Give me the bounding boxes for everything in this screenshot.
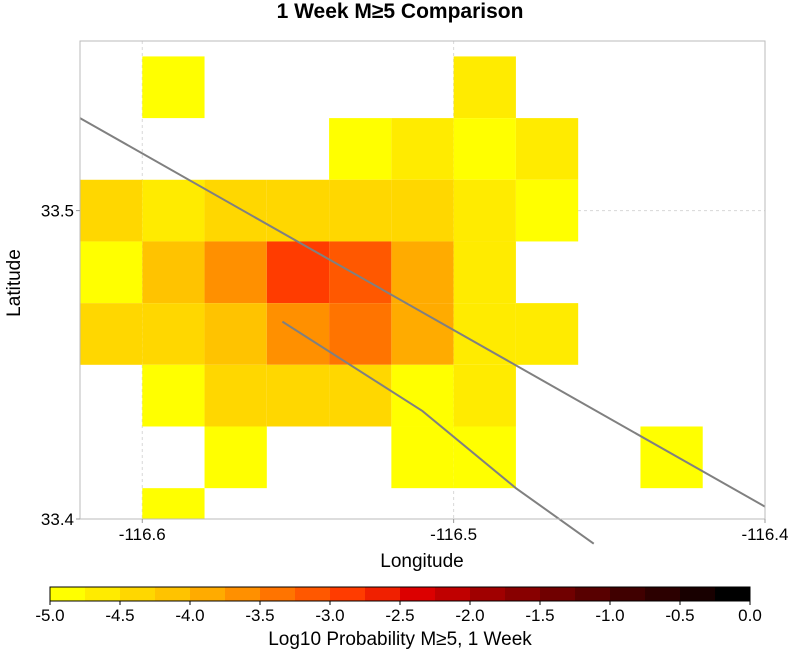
x-tick-label: -116.5	[430, 525, 477, 544]
chart-title: 1 Week M≥5 Comparison	[277, 0, 524, 23]
colorbar-swatch	[610, 587, 646, 601]
colorbar-swatch	[645, 587, 681, 601]
colorbar	[49, 586, 751, 602]
x-tick-label: -116.6	[119, 525, 166, 544]
heatmap-cell	[391, 118, 454, 180]
heatmap-cell	[515, 179, 579, 242]
colorbar-tick-label: -1.5	[525, 606, 554, 625]
heatmap-cell	[204, 241, 267, 304]
colorbar-swatch	[225, 587, 261, 601]
heatmap-cell	[142, 56, 205, 119]
colorbar-label: Log10 Probability M≥5, 1 Week	[268, 629, 532, 650]
colorbar-swatch	[295, 587, 331, 601]
heatmap-cell	[266, 241, 330, 304]
y-axis-label: Latitude	[4, 249, 25, 317]
heatmap-cell	[142, 179, 205, 242]
colorbar-swatch	[505, 587, 541, 601]
heatmap-cell	[453, 303, 516, 365]
heatmap-cell	[329, 303, 392, 365]
colorbar-tick-label: -3.5	[245, 606, 274, 625]
colorbar-ticks: -5.0 -4.5 -4.0 -3.5 -3.0 -2.5 -2.0 -1.5 -1.0 -0.5…	[35, 601, 762, 625]
colorbar-tick-label: -1.0	[595, 606, 624, 625]
heatmap-cell	[391, 426, 454, 489]
colorbar-tick-label: -3.0	[315, 606, 344, 625]
colorbar-swatch	[540, 587, 576, 601]
heatmap-cell	[329, 179, 392, 242]
heatmap-cell	[515, 118, 579, 180]
colorbar-swatch	[575, 587, 611, 601]
heatmap-cell	[453, 241, 516, 304]
heatmap-cell	[640, 426, 703, 489]
heatmap-cell	[266, 364, 330, 427]
x-axis-ticks: -116.6 -116.5 -116.4	[119, 519, 789, 544]
colorbar-swatch	[190, 587, 226, 601]
colorbar-swatch	[85, 587, 121, 601]
heatmap-cell	[453, 426, 516, 489]
colorbar-swatch	[680, 587, 716, 601]
heatmap-cell	[204, 179, 267, 242]
heatmap-cell	[453, 364, 516, 427]
plot-frame	[79, 40, 766, 520]
heatmap-cell	[391, 364, 454, 427]
heatmap-cell	[453, 179, 516, 242]
heatmap-cell	[80, 241, 143, 304]
x-tick-label: -116.4	[742, 525, 789, 544]
y-tick-label: 33.4	[41, 510, 74, 529]
heatmap-cell	[453, 118, 516, 180]
heatmap-cell	[329, 364, 392, 427]
colorbar-swatch	[260, 587, 296, 601]
colorbar-tick-label: -4.5	[105, 606, 134, 625]
y-tick-label: 33.5	[41, 202, 74, 221]
fault-line	[79, 117, 766, 508]
colorbar-swatch	[435, 587, 471, 601]
colorbar-swatch	[50, 587, 86, 601]
heatmap-cell	[80, 179, 143, 242]
heatmap-cell	[266, 303, 330, 365]
heatmap-cell	[391, 179, 454, 242]
colorbar-tick-label: -2.5	[385, 606, 414, 625]
heatmap-cell	[142, 488, 205, 519]
colorbar-swatch	[470, 587, 506, 601]
plot-area	[79, 40, 766, 545]
heatmap-cell	[329, 241, 392, 304]
heatmap-cell	[329, 118, 392, 180]
colorbar-tick-label: 0.0	[738, 606, 762, 625]
heatmap-cell	[142, 364, 205, 427]
heatmap-cells	[80, 56, 703, 519]
fault-traces	[79, 117, 766, 545]
heatmap-cell	[142, 303, 205, 365]
colorbar-tick-label: -0.5	[665, 606, 694, 625]
heatmap-cell	[204, 426, 267, 489]
colorbar-swatch	[330, 587, 366, 601]
colorbar-tick-label: -2.0	[455, 606, 484, 625]
colorbar-tick-label: -4.0	[175, 606, 204, 625]
heatmap-cell	[142, 241, 205, 304]
x-axis-label: Longitude	[380, 551, 463, 572]
colorbar-swatch	[155, 587, 191, 601]
heatmap-cell	[80, 303, 143, 365]
heatmap-cell	[204, 364, 267, 427]
heatmap-cell	[204, 303, 267, 365]
colorbar-swatch	[715, 587, 751, 601]
heatmap-cell	[515, 303, 579, 365]
heatmap-cell	[266, 179, 330, 242]
heatmap-cell	[453, 56, 516, 119]
colorbar-tick-label: -5.0	[35, 606, 64, 625]
fault-line	[281, 320, 595, 545]
y-axis-ticks: 33.4 33.5	[41, 202, 80, 529]
colorbar-swatch	[365, 587, 401, 601]
heatmap-cell	[391, 241, 454, 304]
colorbar-swatch	[120, 587, 156, 601]
colorbar-swatch	[400, 587, 436, 601]
